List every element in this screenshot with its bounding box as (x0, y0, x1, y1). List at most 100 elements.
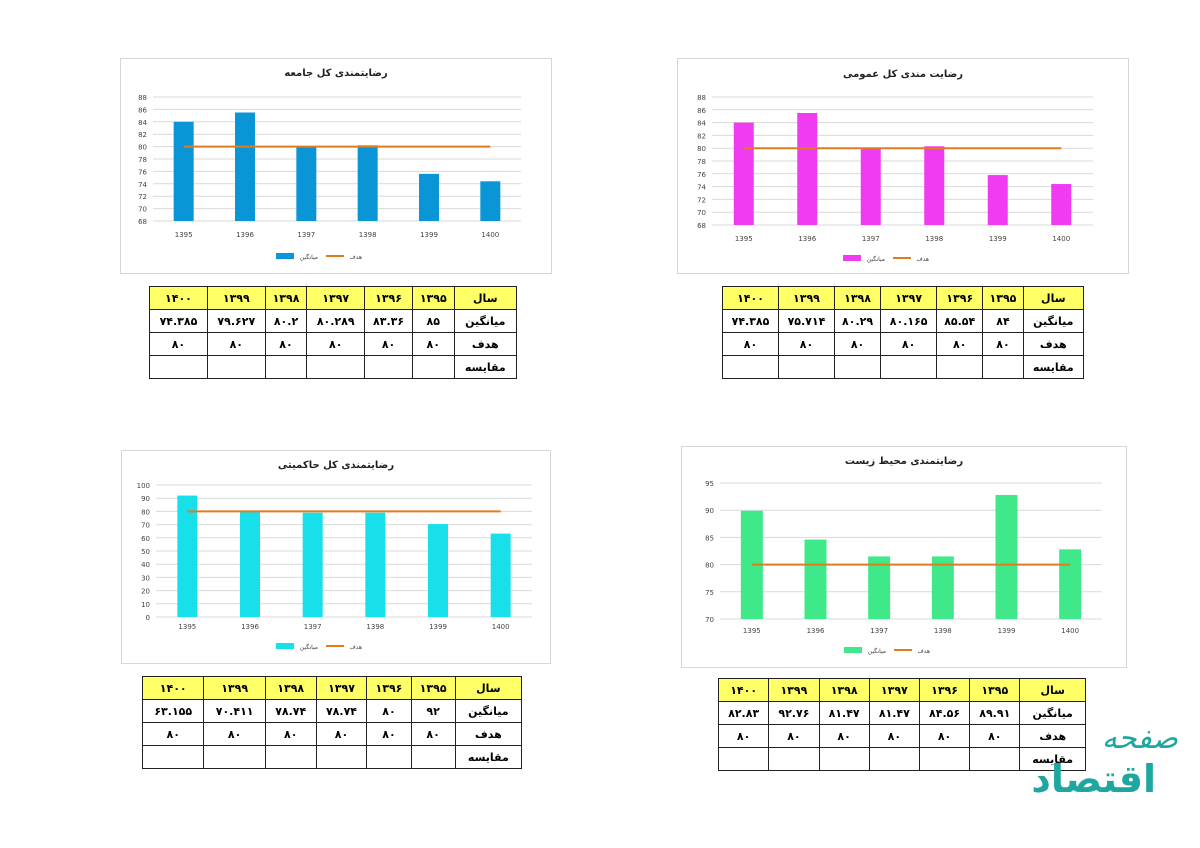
y-tick-label: 76 (138, 168, 147, 176)
x-tick-label: 1396 (236, 231, 254, 239)
x-tick-label: 1396 (241, 623, 259, 631)
table-cell: ۸۰ (969, 724, 1021, 748)
table-header-year: ۱۳۹۷ (880, 286, 938, 310)
chart-title: رضایت مندی کل عمومی (843, 69, 963, 80)
table-row: مقایسه (722, 355, 1085, 379)
table-cell (149, 355, 208, 379)
x-tick-label: 1397 (304, 623, 322, 631)
x-tick-label: 1398 (925, 235, 943, 243)
table-header-row: سال ۱۳۹۵ ۱۳۹۶ ۱۳۹۷ ۱۳۹۸ ۱۳۹۹ ۱۴۰۰ (149, 286, 518, 310)
x-tick-label: 1399 (998, 627, 1016, 635)
x-tick-label: 1398 (359, 231, 377, 239)
legend-label-line: هدف (349, 644, 362, 651)
legend-label-line: هدف (916, 256, 929, 263)
table-cell (868, 747, 920, 771)
table-row-label: هدف (454, 722, 523, 746)
watermark-line1: صفحه (1102, 721, 1179, 756)
table-row: هدف ۸۰ ۸۰ ۸۰ ۸۰ ۸۰ ۸۰ (141, 722, 523, 746)
table-cell (203, 745, 266, 769)
table-cell: ۸۰.۲۸۹ (306, 309, 366, 333)
table-cell: ۸۰ (264, 722, 317, 746)
table-cell: ۷۸.۷۴ (264, 699, 317, 723)
table-cell: ۸۰ (880, 332, 938, 356)
table-cell: ۸۰.۲۹ (833, 309, 882, 333)
chart-title: رضایتمندی کل جامعه (284, 68, 388, 79)
legend-swatch-bar (843, 255, 861, 261)
table-header-year: ۱۳۹۹ (203, 676, 266, 700)
table-cell: ۸۳.۳۶ (364, 309, 413, 333)
x-tick-label: 1395 (735, 235, 753, 243)
y-tick-label: 90 (141, 495, 150, 503)
table-header-year: ۱۴۰۰ (141, 676, 205, 700)
legend-label-line: هدف (917, 648, 930, 655)
bar (302, 512, 323, 617)
bar (235, 112, 255, 221)
table-cell (306, 355, 366, 379)
x-tick-label: 1397 (862, 235, 880, 243)
table-cell (141, 745, 205, 769)
bar (931, 556, 954, 619)
table-cell (264, 355, 308, 379)
table-header-year: ۱۳۹۵ (410, 676, 456, 700)
y-tick-label: 70 (705, 616, 714, 624)
bar (740, 510, 763, 619)
table-cell: ۹۲.۷۶ (768, 701, 820, 725)
table-header-year: ۱۳۹۶ (936, 286, 984, 310)
table-cell: ۸۰.۲ (264, 309, 308, 333)
bar (924, 146, 945, 225)
legend-label-bar: میانگین (868, 647, 886, 655)
y-tick-label: 84 (697, 120, 706, 128)
bar (365, 512, 386, 617)
bar (480, 181, 501, 221)
table-cell (936, 355, 984, 379)
table-row-label: مقایسه (454, 745, 523, 769)
table-row: مقایسه (141, 745, 523, 769)
bar (987, 175, 1008, 225)
table-row-label: میانگین (1022, 309, 1085, 333)
y-tick-label: 20 (141, 588, 150, 596)
table-cell (969, 747, 1021, 771)
table-cell: ۸۰ (818, 724, 870, 748)
legend-swatch-bar (276, 643, 294, 649)
x-tick-label: 1397 (297, 231, 315, 239)
table-header-year: ۱۳۹۵ (411, 286, 455, 310)
table-cell: ۸۰ (149, 332, 208, 356)
table-cell (364, 355, 413, 379)
y-tick-label: 40 (141, 561, 150, 569)
table-row: هدف ۸۰ ۸۰ ۸۰ ۸۰ ۸۰ ۸۰ (717, 724, 1086, 748)
table-row: هدف ۸۰ ۸۰ ۸۰ ۸۰ ۸۰ ۸۰ (722, 332, 1085, 356)
x-tick-label: 1399 (429, 623, 447, 631)
table-header-row: سال ۱۳۹۵ ۱۳۹۶ ۱۳۹۷ ۱۳۹۸ ۱۳۹۹ ۱۴۰۰ (722, 286, 1085, 310)
bar (797, 113, 818, 225)
x-tick-label: 1395 (743, 627, 761, 635)
table-header-label: سال (1019, 678, 1086, 702)
table-header-year: ۱۳۹۸ (833, 286, 882, 310)
y-tick-label: 76 (697, 171, 706, 179)
table-cell: ۸۰ (918, 724, 971, 748)
y-tick-label: 88 (697, 94, 706, 102)
chart-jame: رضایتمندی کل جامعه 68 70 72 74 76 78 80 82 84 86 88… (120, 58, 552, 274)
legend-label-line: هدف (349, 254, 362, 261)
y-tick-label: 88 (138, 94, 147, 102)
table-mohit: سال ۱۳۹۵ ۱۳۹۶ ۱۳۹۷ ۱۳۹۸ ۱۳۹۹ ۱۴۰۰ میانگین ۸۹.۹۱ ۸… (717, 678, 1086, 771)
y-tick-label: 68 (697, 222, 706, 230)
table-cell: ۸۰ (141, 722, 205, 746)
x-tick-label: 1396 (807, 627, 825, 635)
bar (733, 122, 754, 225)
y-tick-label: 72 (697, 196, 706, 204)
legend-label-bar: میانگین (300, 253, 318, 261)
table-cell (411, 355, 455, 379)
table-cell: ۷۴.۳۸۵ (149, 309, 208, 333)
table-cell: ۸۰ (833, 332, 882, 356)
table-cell: ۸۰ (366, 699, 412, 723)
table-header-year: ۱۳۹۵ (969, 678, 1021, 702)
table-cell (206, 355, 266, 379)
table-hakemiati: سال ۱۳۹۵ ۱۳۹۶ ۱۳۹۷ ۱۳۹۸ ۱۳۹۹ ۱۴۰۰ میانگین ۹۲ ۸۰ ۷۸… (141, 676, 523, 769)
watermark-logo: صفحه اقتصاد (1031, 721, 1179, 801)
table-cell: ۸۰.۱۶۵ (880, 309, 938, 333)
table-cell: ۸۰ (868, 724, 920, 748)
bar (419, 173, 439, 221)
bar (240, 511, 260, 617)
table-cell: ۸۰ (206, 332, 266, 356)
chart-title: رضایتمندی محیط زیست (845, 456, 963, 467)
